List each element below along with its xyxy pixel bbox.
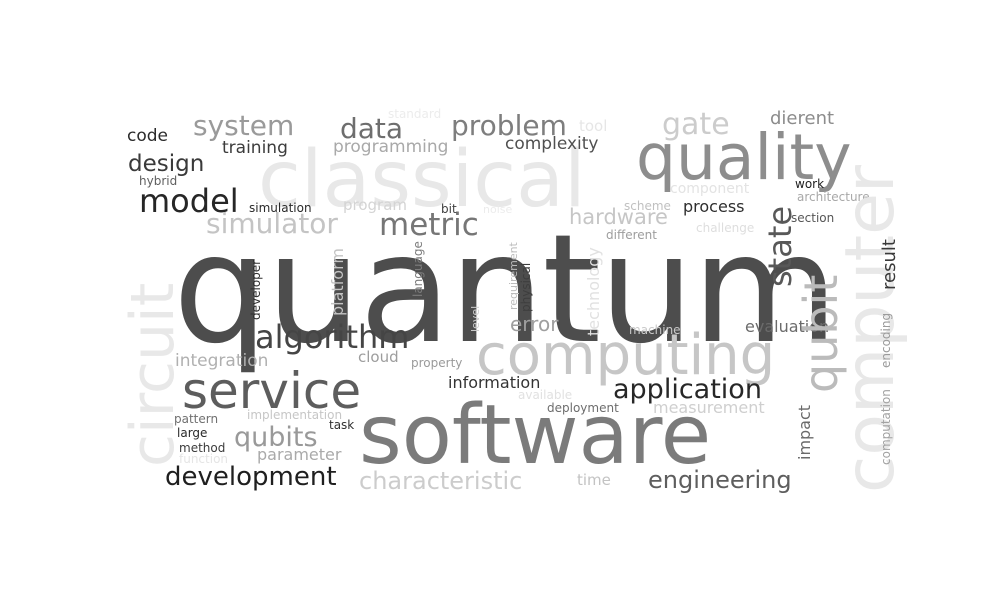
word-engineering: engineering xyxy=(648,466,792,494)
word-system: system xyxy=(193,109,295,142)
word-classical: classical xyxy=(258,135,586,225)
word-requirement: requirement xyxy=(507,242,520,310)
word-challenge: challenge xyxy=(696,221,755,235)
word-pattern: pattern xyxy=(174,412,219,426)
word-task: task xyxy=(329,418,355,432)
word-time: time xyxy=(577,471,611,489)
word-machine: machine xyxy=(629,323,681,337)
word-circuit: circuit xyxy=(118,282,188,467)
word-architecture: architecture xyxy=(797,190,870,204)
word-property: property xyxy=(411,356,463,370)
word-hybrid: hybrid xyxy=(139,174,178,188)
word-design: design xyxy=(128,151,205,177)
word-section: section xyxy=(791,211,835,225)
word-qubit: qubit xyxy=(794,274,848,393)
word-deployment: deployment xyxy=(547,401,619,415)
word-characteristic: characteristic xyxy=(359,467,523,495)
word-information: information xyxy=(448,373,541,392)
word-process: process xyxy=(683,197,745,216)
word-state: state xyxy=(761,205,799,287)
word-method: method xyxy=(179,441,226,455)
word-component: component xyxy=(670,181,750,197)
word-metric: metric xyxy=(379,207,479,243)
word-error: error xyxy=(510,312,559,336)
word-programming: programming xyxy=(333,137,449,157)
word-software: software xyxy=(359,388,712,483)
word-implementation: implementation xyxy=(247,408,343,422)
word-model: model xyxy=(139,182,239,220)
word-integration: integration xyxy=(175,351,269,371)
word-different: different xyxy=(606,228,657,242)
word-standard: standard xyxy=(388,107,442,121)
word-level: level xyxy=(469,305,482,332)
word-dierent: dierent xyxy=(770,108,835,129)
word-problem: problem xyxy=(451,109,567,142)
word-large: large xyxy=(177,426,208,440)
word-computation: computation xyxy=(879,389,893,465)
word-computing: computing xyxy=(476,323,776,388)
word-simulator: simulator xyxy=(206,207,338,240)
word-tool: tool xyxy=(579,117,608,135)
word-application: application xyxy=(613,374,762,405)
word-measurement: measurement xyxy=(653,398,765,417)
word-language: language xyxy=(411,241,425,297)
word-evaluation: evaluation xyxy=(745,317,830,336)
word-gate: gate xyxy=(662,107,730,142)
word-data: data xyxy=(340,112,404,145)
word-bit: bit xyxy=(441,202,457,216)
word-complexity: complexity xyxy=(505,134,599,154)
word-development: development xyxy=(165,462,337,492)
word-physical: physical xyxy=(519,262,533,312)
word-parameter: parameter xyxy=(257,445,342,464)
word-simulation: simulation xyxy=(249,201,312,215)
word-available: available xyxy=(518,388,573,402)
word-cloud: cloud xyxy=(358,348,399,366)
word-developer: developer xyxy=(249,259,263,320)
word-encoding: encoding xyxy=(879,312,893,368)
word-result: result xyxy=(879,239,900,290)
word-qubits: qubits xyxy=(234,422,318,453)
word-service: service xyxy=(182,362,362,420)
word-algorithm: algorithm xyxy=(255,318,410,356)
word-code: code xyxy=(127,126,168,146)
word-technology: technology xyxy=(584,247,603,336)
word-platform: platform xyxy=(328,248,347,316)
word-quality: quality xyxy=(636,121,852,194)
word-work: work xyxy=(795,177,825,191)
word-program: program xyxy=(343,196,408,214)
word-noise: noise xyxy=(483,203,513,216)
word-scheme: scheme xyxy=(624,199,671,213)
word-training: training xyxy=(222,138,288,158)
word-function: function xyxy=(179,452,229,466)
word-hardware: hardware xyxy=(569,205,668,229)
word-quantum: quantum xyxy=(173,203,838,377)
word-impact: impact xyxy=(795,404,814,460)
